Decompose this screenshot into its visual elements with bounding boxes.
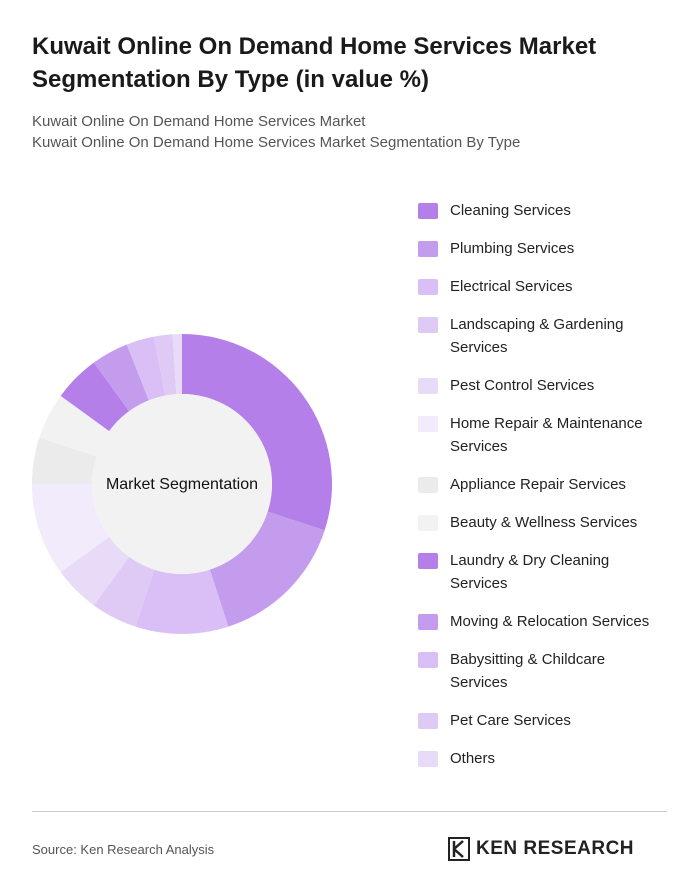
legend-swatch	[418, 713, 438, 729]
logo-icon	[448, 837, 470, 861]
legend-label: Home Repair & Maintenance Services	[450, 415, 643, 455]
legend-swatch	[418, 751, 438, 767]
legend-label: Moving & Relocation Services	[450, 613, 650, 630]
legend-swatch	[418, 652, 438, 668]
legend-swatch	[418, 279, 438, 295]
legend-swatch	[418, 515, 438, 531]
legend-item: Beauty & Wellness Services	[418, 511, 668, 534]
divider	[32, 811, 667, 812]
legend-swatch	[418, 203, 438, 219]
legend-swatch	[418, 241, 438, 257]
brand-logo: KEN RESEARCH	[448, 837, 634, 861]
legend-label: Electrical Services	[450, 278, 573, 295]
donut-segment	[60, 536, 130, 606]
donut-chart: Market Segmentation	[32, 334, 332, 634]
legend-item: Babysitting & Childcare Services	[418, 648, 668, 694]
legend-label: Appliance Repair Services	[450, 476, 626, 493]
legend-label: Beauty & Wellness Services	[450, 514, 638, 531]
legend-label: Others	[450, 750, 496, 767]
legend-label: Cleaning Services	[450, 202, 571, 219]
source: Source: Ken Research Analysis	[32, 842, 215, 857]
legend-label: Pet Care Services	[450, 712, 571, 729]
legend-label: Pest Control Services	[450, 377, 595, 394]
legend-item: Pet Care Services	[418, 709, 668, 732]
donut-segment	[182, 334, 332, 531]
donut-segment	[126, 336, 166, 401]
legend-item: Laundry & Dry Cleaning Services	[418, 549, 668, 595]
legend-item: Cleaning Services	[418, 199, 668, 222]
legend-item: Pest Control Services	[418, 374, 668, 397]
legend-item: Appliance Repair Services	[418, 473, 668, 496]
donut-segment	[60, 362, 130, 432]
legend-label: Landscaping & Gardening Services	[450, 316, 624, 356]
donut-segment	[153, 334, 177, 396]
legend-label: Babysitting & Childcare Services	[450, 651, 606, 691]
brand-name: KEN RESEARCH	[476, 838, 635, 859]
legend: Cleaning Services Plumbing Services Electr…	[418, 199, 668, 785]
legend-swatch	[418, 614, 438, 630]
legend-item: Others	[418, 747, 668, 770]
subtitle: Kuwait Online On Demand Home Services Ma…	[32, 134, 521, 151]
legend-item: Home Repair & Maintenance Services	[418, 412, 668, 458]
legend-item: Moving & Relocation Services	[418, 610, 668, 633]
legend-item: Landscaping & Gardening Services	[418, 313, 668, 359]
subtitle: Kuwait Online On Demand Home Services Ma…	[32, 113, 366, 130]
legend-swatch	[418, 553, 438, 569]
donut-segment	[93, 344, 149, 412]
center-text: Market Segmentation	[106, 476, 258, 493]
legend-swatch	[418, 378, 438, 394]
donut-segment	[172, 334, 182, 395]
legend-swatch	[418, 317, 438, 333]
legend-item: Electrical Services	[418, 275, 668, 298]
donut-segment	[93, 556, 155, 627]
donut-segment	[135, 569, 229, 634]
legend-swatch	[418, 477, 438, 493]
legend-item: Plumbing Services	[418, 237, 668, 260]
legend-label: Laundry & Dry Cleaning Services	[450, 552, 610, 592]
legend-label: Plumbing Services	[450, 240, 575, 257]
donut-hole	[92, 394, 272, 574]
donut-segment	[209, 511, 325, 627]
donut-segment	[32, 437, 97, 484]
legend-swatch	[418, 416, 438, 432]
donut-segment	[39, 395, 110, 457]
title: Kuwait Online On Demand Home Services Ma…	[32, 33, 597, 93]
donut-segment	[32, 484, 110, 573]
